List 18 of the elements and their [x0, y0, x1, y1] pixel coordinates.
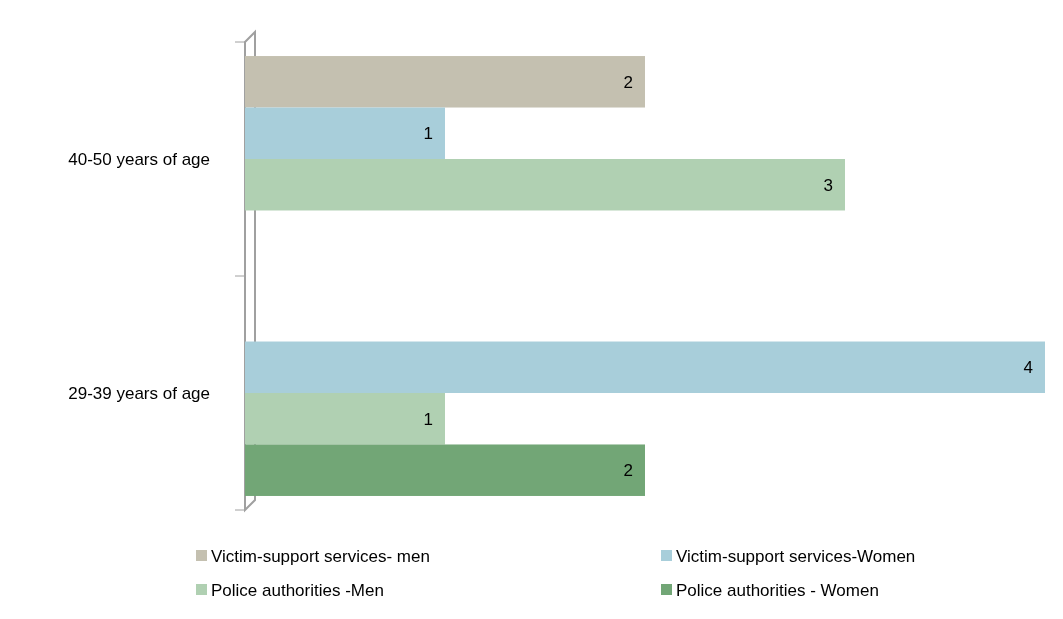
y-tick-label: 29-39 years of age — [68, 384, 210, 403]
bar — [245, 444, 645, 496]
legend-label: Police authorities -Men — [211, 581, 384, 600]
legend-label: Victim-support services- men — [211, 547, 430, 566]
data-label: 3 — [823, 175, 833, 195]
bar — [245, 393, 445, 445]
y-tick-label: 40-50 years of age — [68, 150, 210, 169]
bar — [245, 341, 1045, 393]
bar — [245, 56, 645, 108]
data-label: 1 — [423, 409, 433, 429]
bar — [245, 107, 445, 159]
legend-label: Police authorities - Women — [676, 581, 879, 600]
data-label: 2 — [623, 72, 633, 92]
data-label: 2 — [623, 461, 633, 481]
data-label: 1 — [423, 124, 433, 144]
bar — [245, 159, 845, 211]
legend-label: Victim-support services-Women — [676, 547, 916, 566]
data-label: 4 — [1023, 358, 1033, 378]
